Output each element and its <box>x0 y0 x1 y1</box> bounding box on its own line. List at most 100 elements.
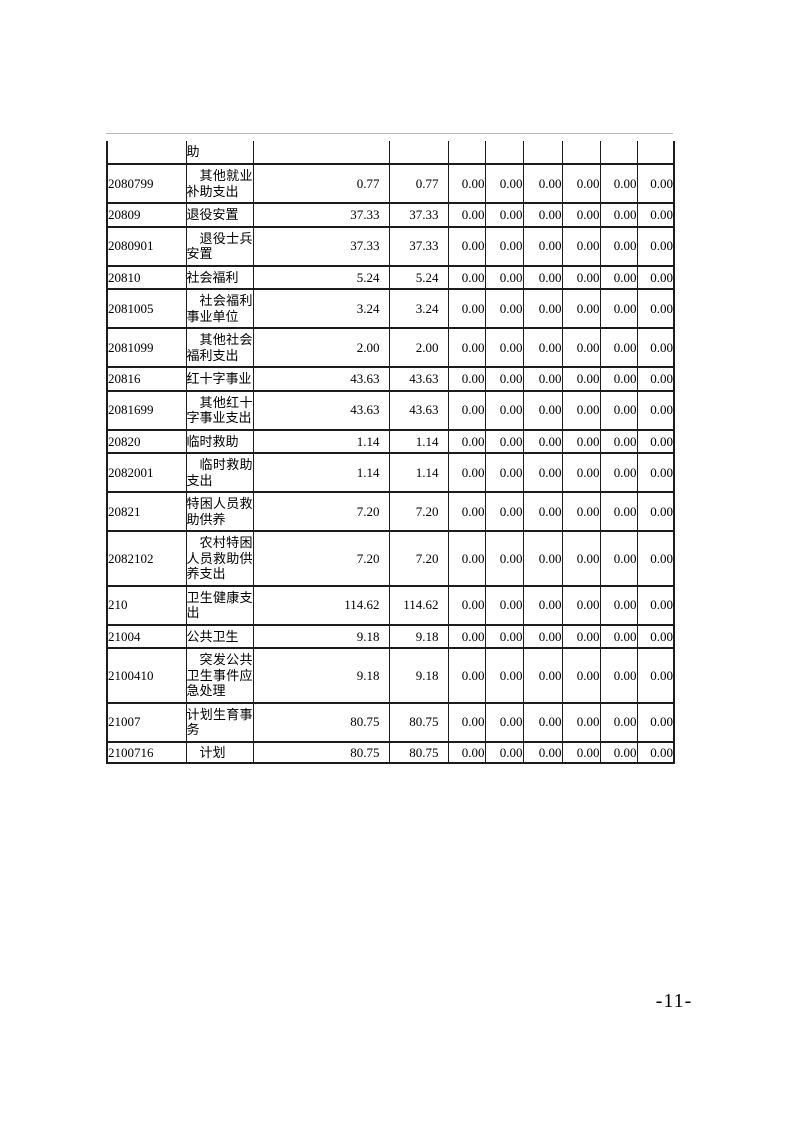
value-cell: 0.00 <box>599 366 638 392</box>
value-cell: 43.63 <box>388 366 449 392</box>
value-cell: 2.00 <box>388 327 449 368</box>
value-cell: 0.00 <box>636 366 675 392</box>
page-top-rule <box>106 133 673 134</box>
value-cell: 0.00 <box>636 264 675 290</box>
value-cell <box>484 141 524 165</box>
code-cell: 2081005 <box>106 288 187 329</box>
code-cell: 20810 <box>106 264 187 290</box>
value-cell: 0.00 <box>522 647 563 704</box>
table-row: 21007 计划生育事务 80.75 80.75 0.00 0.00 0.00 0.00 0.0… <box>106 701 675 743</box>
value-cell: 3.24 <box>252 288 390 329</box>
table-row: 20816 红十字事业 43.63 43.63 0.00 0.00 0.00 0.00 0.00… <box>106 366 675 392</box>
value-cell: 0.00 <box>599 264 638 290</box>
value-cell: 0.00 <box>636 530 675 587</box>
value-cell: 0.00 <box>447 264 486 290</box>
value-cell: 0.00 <box>522 202 563 228</box>
value-cell: 0.00 <box>599 225 638 267</box>
table-row: 2100410 突发公共卫生事件应急处理 9.18 9.18 0.00 0.00 0.00 0… <box>106 647 675 704</box>
value-cell: 0.00 <box>636 389 675 431</box>
value-cell: 0.00 <box>599 530 638 587</box>
code-cell: 20820 <box>106 428 187 454</box>
value-cell: 0.00 <box>561 366 601 392</box>
value-cell: 0.00 <box>447 491 486 532</box>
name-cell: 公共卫生 <box>185 623 254 649</box>
value-cell <box>447 141 486 165</box>
value-cell: 0.00 <box>484 701 524 743</box>
code-cell: 21007 <box>106 701 187 743</box>
value-cell: 0.00 <box>561 452 601 493</box>
table-row: 20809 退役安置 37.33 37.33 0.00 0.00 0.00 0.00 0.00 0… <box>106 202 675 228</box>
value-cell: 0.00 <box>484 327 524 368</box>
value-cell: 0.00 <box>636 584 675 626</box>
value-cell: 43.63 <box>252 366 390 392</box>
value-cell: 0.00 <box>636 740 675 764</box>
name-cell: 退役安置 <box>185 202 254 228</box>
value-cell: 0.00 <box>561 264 601 290</box>
value-cell: 37.33 <box>252 202 390 228</box>
table-row: 2080799 其他就业补助支出 0.77 0.77 0.00 0.00 0.00 0.00 0… <box>106 163 675 204</box>
budget-table: 助 2080799 其他就业补助支出 0.77 0.77 0.00 0.00 0.00 0.00… <box>106 141 675 764</box>
value-cell: 0.00 <box>484 584 524 626</box>
budget-table-body: 助 2080799 其他就业补助支出 0.77 0.77 0.00 0.00 0.00 0.00… <box>106 141 675 764</box>
name-cell: 突发公共卫生事件应急处理 <box>185 647 254 704</box>
value-cell: 9.18 <box>252 647 390 704</box>
value-cell: 2.00 <box>252 327 390 368</box>
name-cell: 红十字事业 <box>185 366 254 392</box>
code-cell: 2100716 <box>106 740 187 764</box>
code-cell <box>106 141 187 165</box>
table-row: 210 卫生健康支出 114.62 114.62 0.00 0.00 0.00 0.00 0.0… <box>106 584 675 626</box>
value-cell: 0.00 <box>484 366 524 392</box>
value-cell: 0.00 <box>599 327 638 368</box>
value-cell: 0.00 <box>522 288 563 329</box>
value-cell: 0.00 <box>522 428 563 454</box>
value-cell: 0.00 <box>484 740 524 764</box>
value-cell <box>561 141 601 165</box>
value-cell: 0.00 <box>522 225 563 267</box>
value-cell: 0.00 <box>447 428 486 454</box>
table-row: 2081005 社会福利事业单位 3.24 3.24 0.00 0.00 0.00 0.00 0… <box>106 288 675 329</box>
value-cell: 0.00 <box>447 647 486 704</box>
value-cell: 0.00 <box>636 701 675 743</box>
table-row: 2080901 退役士兵安置 37.33 37.33 0.00 0.00 0.00 0.00 0… <box>106 225 675 267</box>
name-cell: 农村特困人员救助供养支出 <box>185 530 254 587</box>
code-cell: 2100410 <box>106 647 187 704</box>
value-cell: 0.00 <box>561 701 601 743</box>
code-cell: 2082001 <box>106 452 187 493</box>
name-cell: 社会福利 <box>185 264 254 290</box>
value-cell: 0.00 <box>484 202 524 228</box>
value-cell: 0.00 <box>599 491 638 532</box>
value-cell: 0.00 <box>484 163 524 204</box>
value-cell: 9.18 <box>388 647 449 704</box>
value-cell: 0.00 <box>447 623 486 649</box>
value-cell: 0.77 <box>388 163 449 204</box>
value-cell: 0.77 <box>252 163 390 204</box>
value-cell: 0.00 <box>522 327 563 368</box>
value-cell: 0.00 <box>636 327 675 368</box>
value-cell: 0.00 <box>447 701 486 743</box>
table-row: 20821 特困人员救助供养 7.20 7.20 0.00 0.00 0.00 0.00 0.0… <box>106 491 675 532</box>
value-cell: 0.00 <box>636 647 675 704</box>
value-cell: 9.18 <box>388 623 449 649</box>
value-cell: 0.00 <box>484 264 524 290</box>
code-cell: 21004 <box>106 623 187 649</box>
value-cell: 0.00 <box>522 264 563 290</box>
table-row: 21004 公共卫生 9.18 9.18 0.00 0.00 0.00 0.00 0.00 0.0… <box>106 623 675 649</box>
value-cell: 1.14 <box>388 428 449 454</box>
code-cell: 20821 <box>106 491 187 532</box>
value-cell: 0.00 <box>447 202 486 228</box>
value-cell: 0.00 <box>522 701 563 743</box>
name-cell: 卫生健康支出 <box>185 584 254 626</box>
code-cell: 210 <box>106 584 187 626</box>
value-cell: 0.00 <box>447 327 486 368</box>
value-cell: 80.75 <box>252 701 390 743</box>
value-cell: 0.00 <box>522 530 563 587</box>
value-cell: 0.00 <box>599 288 638 329</box>
value-cell: 0.00 <box>561 530 601 587</box>
value-cell: 43.63 <box>388 389 449 431</box>
value-cell: 0.00 <box>522 366 563 392</box>
value-cell: 1.14 <box>252 428 390 454</box>
value-cell: 0.00 <box>599 701 638 743</box>
value-cell: 0.00 <box>636 428 675 454</box>
value-cell: 0.00 <box>484 647 524 704</box>
code-cell: 2080901 <box>106 225 187 267</box>
